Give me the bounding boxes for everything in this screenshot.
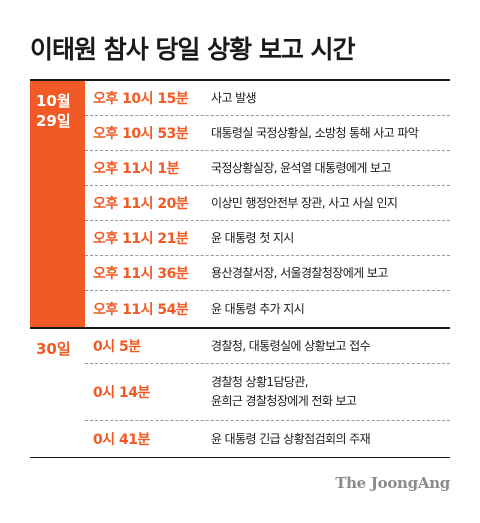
- section-divider: [30, 327, 450, 329]
- timeline-row: 오후 10시 15분 사고 발생: [85, 81, 450, 116]
- time-label: 0시 5분: [93, 339, 141, 355]
- timeline-row: 오후 11시 1분 국정상황실장, 윤석열 대통령에게 보고: [85, 151, 450, 186]
- event-text: 대통령실 국정상황실, 소방청 통해 사고 파악: [211, 125, 419, 140]
- event-text: 국정상황실장, 윤석열 대통령에게 보고: [211, 160, 392, 175]
- date-label-day: 30일: [36, 340, 71, 358]
- event-text: 윤 대통령 긴급 상황점검회의 주재: [211, 431, 371, 446]
- publisher-logo: The JoongAng: [335, 474, 450, 492]
- event-text-line: 경찰청 상황1담당관,: [211, 375, 309, 389]
- timeline-row: 오후 11시 20분 이상민 행정안전부 장관, 사고 사실 인지: [85, 186, 450, 221]
- date-label-day: 29일: [36, 112, 71, 130]
- timeline-row: 0시 5분 경찰청, 대통령실에 상황보고 접수: [85, 329, 450, 364]
- event-text-line: 윤희근 경찰청장에게 전화 보고: [211, 394, 357, 408]
- date-band-30: 30일: [30, 327, 85, 457]
- time-label: 오후 11시 21분: [93, 231, 189, 247]
- time-label: 오후 10시 15분: [93, 91, 189, 107]
- time-label: 오후 10시 53분: [93, 126, 189, 142]
- event-text: 윤 대통령 추가 지시: [211, 301, 305, 316]
- time-label: 오후 11시 20분: [93, 196, 189, 212]
- page-title: 이태원 참사 당일 상황 보고 시간: [30, 35, 356, 64]
- bottom-divider: [30, 457, 450, 458]
- timeline-row: 오후 11시 21분 윤 대통령 첫 지시: [85, 221, 450, 256]
- top-divider: [30, 79, 450, 81]
- timeline-row: 0시 41분 윤 대통령 긴급 상황점검회의 주재: [85, 421, 450, 457]
- timeline-row: 오후 11시 36분 용산경찰서장, 서울경찰청장에게 보고: [85, 256, 450, 291]
- date-label-month: 10월: [36, 92, 71, 110]
- event-text: 이상민 행정안전부 장관, 사고 사실 인지: [211, 195, 398, 210]
- event-text-multiline: 경찰청 상황1담당관, 윤희근 경찰청장에게 전화 보고: [211, 373, 450, 411]
- event-text: 경찰청, 대통령실에 상황보고 접수: [211, 338, 371, 353]
- time-label: 오후 11시 36분: [93, 266, 189, 282]
- timeline-row: 0시 14분 경찰청 상황1담당관, 윤희근 경찰청장에게 전화 보고: [85, 364, 450, 421]
- event-text: 사고 발생: [211, 90, 257, 105]
- timeline-row: 오후 11시 54분 윤 대통령 추가 지시: [85, 291, 450, 327]
- event-text: 윤 대통령 첫 지시: [211, 230, 294, 245]
- time-label: 0시 41분: [93, 432, 150, 448]
- time-label: 0시 14분: [93, 385, 150, 401]
- event-text: 용산경찰서장, 서울경찰청장에게 보고: [211, 265, 388, 280]
- time-label: 오후 11시 54분: [93, 302, 189, 318]
- date-band-oct-29: 10월 29일: [30, 81, 85, 327]
- time-label: 오후 11시 1분: [93, 161, 180, 177]
- timeline-row: 오후 10시 53분 대통령실 국정상황실, 소방청 통해 사고 파악: [85, 116, 450, 151]
